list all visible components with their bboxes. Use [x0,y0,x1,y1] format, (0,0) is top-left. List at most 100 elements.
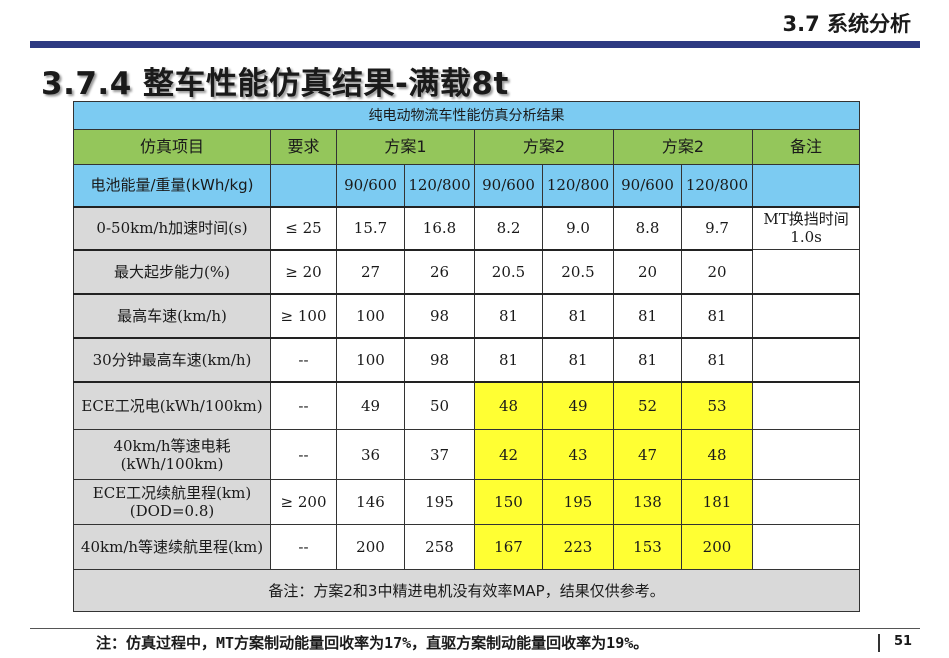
row-value-highlight: 167 [474,524,543,570]
row-note [751,381,861,430]
row-label: 30分钟最高车速(km/h) [73,337,271,383]
table-row: 30分钟最高车速(km/h) -- 100 98 81 81 81 81 [73,337,861,383]
title-divider-bar [30,41,920,48]
row-label: 40km/h等速续航里程(km) [73,524,271,570]
row-label: 最高车速(km/h) [73,293,271,339]
battery-value: 120/800 [542,164,614,208]
row-requirement: ≤ 25 [270,206,337,251]
battery-requirement [270,164,337,208]
row-value: 20 [681,249,753,295]
row-requirement: ≥ 100 [270,293,337,339]
row-value-highlight: 200 [681,524,753,570]
footer-note: 注：仿真过程中，MT方案制动能量回收率为17%，直驱方案制动能量回收率为19%。 [96,634,649,652]
table-row: ECE工况电(kWh/100km) -- 49 50 48 49 52 53 [73,381,861,430]
row-value-highlight: 47 [613,429,682,480]
row-value-highlight: 150 [474,479,543,525]
row-value: 49 [336,381,405,430]
footer-divider [30,628,920,629]
row-note [751,429,861,480]
row-value: 81 [681,293,753,339]
table-row: 最高车速(km/h) ≥ 100 100 98 81 81 81 81 [73,293,861,339]
header-scheme-3: 方案2 [613,129,753,165]
row-value-highlight: 42 [474,429,543,480]
row-value: 81 [474,293,543,339]
battery-value: 90/600 [474,164,543,208]
row-value: 98 [404,337,475,383]
row-label: 0-50km/h加速时间(s) [73,206,271,251]
page-number-separator [878,634,880,652]
row-value: 195 [404,479,475,525]
row-value-highlight: 223 [542,524,614,570]
row-value-highlight: 181 [681,479,753,525]
battery-value: 90/600 [613,164,682,208]
row-value: 9.7 [681,206,753,251]
row-label: 最大起步能力(%) [73,249,271,295]
row-requirement: ≥ 20 [270,249,337,295]
table-row: ECE工况续航里程(km)(DOD=0.8) ≥ 200 146 195 150… [73,479,861,525]
row-requirement: -- [270,429,337,480]
row-value: 100 [336,337,405,383]
row-value: 20 [613,249,682,295]
row-note [751,249,861,295]
row-value: 16.8 [404,206,475,251]
row-value: 8.8 [613,206,682,251]
row-value: 8.2 [474,206,543,251]
row-note [751,479,861,525]
row-value: 100 [336,293,405,339]
row-value: 258 [404,524,475,570]
row-value: 20.5 [474,249,543,295]
row-value-highlight: 52 [613,381,682,430]
row-value: 81 [613,337,682,383]
simulation-results-table: 纯电动物流车性能仿真分析结果 仿真项目 要求 方案1 方案2 方案2 备注 电池… [72,101,861,612]
table-footnote: 备注：方案2和3中精进电机没有效率MAP，结果仅供参考。 [72,569,861,612]
row-value-highlight: 153 [613,524,682,570]
battery-value: 90/600 [336,164,405,208]
header-scheme-2: 方案2 [474,129,614,165]
row-requirement: ≥ 200 [270,479,337,525]
header-scheme-1: 方案1 [336,129,475,165]
row-value: 146 [336,479,405,525]
row-value: 37 [404,429,475,480]
row-label: ECE工况续航里程(km)(DOD=0.8) [73,479,271,525]
row-value: 81 [613,293,682,339]
row-value-highlight: 138 [613,479,682,525]
row-value: 9.0 [542,206,614,251]
table-row: 最大起步能力(%) ≥ 20 27 26 20.5 20.5 20 20 [73,249,861,295]
row-value: 50 [404,381,475,430]
row-value: 200 [336,524,405,570]
slide-title: 3.7.4 整车性能仿真结果-满载8t [41,66,509,102]
row-value-highlight: 53 [681,381,753,430]
row-value-highlight: 49 [542,381,614,430]
row-label: ECE工况电(kWh/100km) [73,381,271,430]
row-requirement: -- [270,381,337,430]
battery-row: 电池能量/重量(kWh/kg) 90/600 120/800 90/600 12… [73,164,861,208]
row-value: 81 [681,337,753,383]
row-value: 98 [404,293,475,339]
row-note [751,293,861,339]
row-requirement: -- [270,524,337,570]
row-note [751,524,861,570]
battery-value: 120/800 [404,164,475,208]
row-value: 81 [542,337,614,383]
row-value: 36 [336,429,405,480]
table-row: 40km/h等速续航里程(km) -- 200 258 167 223 153 … [73,524,861,570]
header-item: 仿真项目 [73,129,271,165]
battery-value: 120/800 [681,164,753,208]
row-value: 81 [542,293,614,339]
table-title-row: 纯电动物流车性能仿真分析结果 [72,101,861,130]
row-value: 27 [336,249,405,295]
battery-label: 电池能量/重量(kWh/kg) [73,164,271,208]
row-note: MT换挡时间1.0s [751,206,861,250]
table-footnote-row: 备注：方案2和3中精进电机没有效率MAP，结果仅供参考。 [72,569,861,612]
table-title: 纯电动物流车性能仿真分析结果 [72,101,861,130]
table-row: 0-50km/h加速时间(s) ≤ 25 15.7 16.8 8.2 9.0 8… [73,206,861,251]
row-value-highlight: 48 [681,429,753,480]
row-value: 20.5 [542,249,614,295]
column-header-row: 仿真项目 要求 方案1 方案2 方案2 备注 [73,129,861,165]
battery-note [751,164,861,208]
header-notes: 备注 [751,129,861,165]
header-requirement: 要求 [270,129,337,165]
row-value: 15.7 [336,206,405,251]
row-value-highlight: 48 [474,381,543,430]
row-value: 81 [474,337,543,383]
